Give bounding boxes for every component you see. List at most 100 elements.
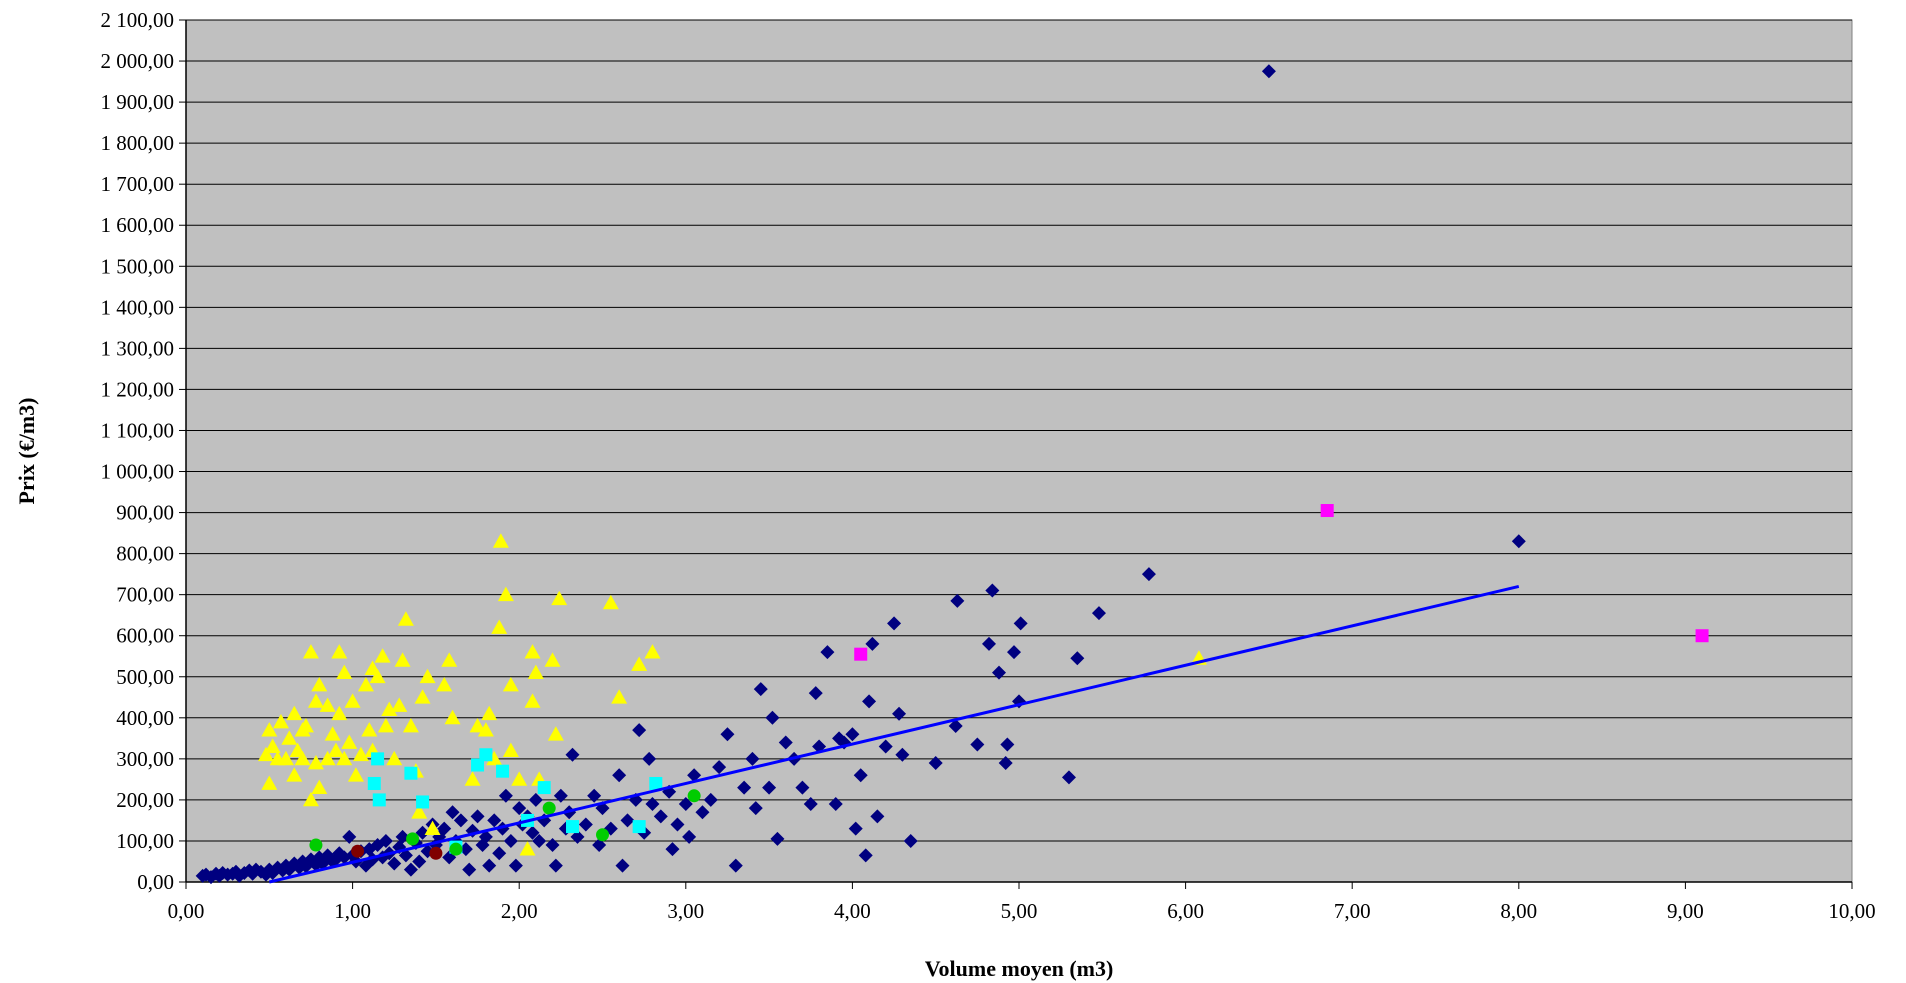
data-point-circle — [542, 801, 556, 815]
data-point-triangle — [352, 746, 369, 762]
data-point-square — [404, 766, 418, 780]
y-axis-title: Prix (€/m3) — [14, 398, 39, 505]
data-point-triangle — [411, 804, 428, 819]
data-point-diamond — [498, 788, 513, 803]
data-point-triangle — [374, 648, 391, 663]
x-tick-label: 4,00 — [834, 899, 871, 923]
data-point-triangle — [477, 722, 494, 737]
data-point-triangle — [492, 533, 509, 548]
x-tick-label: 1,00 — [334, 899, 371, 923]
data-point-diamond — [412, 854, 427, 869]
data-point-square — [566, 820, 580, 834]
data-point-diamond — [862, 694, 877, 709]
data-point-triangle — [524, 693, 541, 708]
data-point-diamond — [1261, 64, 1276, 79]
data-point-triangle — [402, 718, 419, 733]
data-point-diamond — [803, 797, 818, 812]
data-point-triangle — [331, 644, 348, 659]
data-point-diamond — [985, 583, 1000, 598]
data-point-triangle — [631, 656, 648, 671]
data-point-triangle — [294, 750, 311, 766]
data-point-triangle — [369, 668, 386, 684]
data-point-diamond — [512, 801, 527, 816]
data-point-triangle — [386, 750, 403, 766]
data-point-triangle — [527, 664, 544, 680]
data-point-triangle — [491, 619, 508, 634]
data-point-square — [537, 781, 551, 795]
data-point-diamond — [525, 825, 540, 840]
data-point-diamond — [998, 755, 1013, 770]
data-point-diamond — [728, 858, 743, 873]
y-tick-label: 1 800,00 — [101, 131, 175, 155]
data-point-diamond — [378, 833, 393, 848]
y-tick-label: 400,00 — [116, 706, 174, 730]
data-point-diamond — [778, 735, 793, 750]
data-point-diamond — [845, 727, 860, 742]
data-point-diamond — [642, 751, 657, 766]
x-axis-title: Volume moyen (m3) — [925, 956, 1114, 981]
x-tick-label: 10,00 — [1828, 899, 1875, 923]
y-tick-label: 1 000,00 — [101, 460, 175, 484]
x-tick-label: 8,00 — [1500, 899, 1537, 923]
y-tick-label: 600,00 — [116, 624, 174, 648]
data-point-triangle — [469, 718, 486, 733]
data-point-diamond — [532, 833, 547, 848]
data-point-diamond — [1141, 567, 1156, 582]
data-point-square — [1320, 504, 1334, 518]
y-tick-label: 2 100,00 — [101, 8, 175, 32]
data-point-triangle — [261, 722, 278, 737]
data-point-triangle — [319, 750, 336, 766]
data-point-diamond — [745, 751, 760, 766]
data-point-circle — [449, 842, 463, 856]
data-point-diamond — [808, 686, 823, 701]
x-tick-label: 7,00 — [1334, 899, 1371, 923]
data-point-diamond — [395, 829, 410, 844]
data-point-diamond — [712, 760, 727, 775]
data-point-diamond — [645, 797, 660, 812]
data-point-diamond — [753, 682, 768, 697]
data-point-square — [479, 748, 493, 762]
data-point-triangle — [286, 767, 303, 782]
data-point-triangle — [272, 713, 289, 729]
y-tick-label: 700,00 — [116, 583, 174, 607]
data-point-diamond — [858, 848, 873, 863]
data-point-square — [471, 758, 485, 772]
data-point-diamond — [545, 838, 560, 853]
data-point-triangle — [424, 820, 441, 836]
data-point-triangle — [307, 693, 324, 708]
y-tick-label: 1 900,00 — [101, 90, 175, 114]
data-point-diamond — [487, 813, 502, 828]
data-point-triangle — [414, 689, 431, 704]
data-point-diamond — [503, 833, 518, 848]
y-tick-label: 100,00 — [116, 829, 174, 853]
data-point-diamond — [462, 862, 477, 877]
data-point-triangle — [344, 693, 361, 708]
data-point-diamond — [342, 829, 357, 844]
data-point-triangle — [357, 676, 374, 692]
data-point-triangle — [441, 652, 458, 667]
data-point-triangle — [391, 697, 408, 712]
data-point-diamond — [848, 821, 863, 836]
data-point-triangle — [302, 791, 319, 807]
data-point-diamond — [1061, 770, 1076, 785]
data-point-diamond — [592, 838, 607, 853]
data-point-triangle — [341, 734, 358, 749]
data-point-triangle — [551, 590, 568, 606]
data-point-diamond — [615, 858, 630, 873]
y-tick-label: 1 400,00 — [101, 295, 175, 319]
data-point-diamond — [903, 833, 918, 848]
data-point-triangle — [419, 668, 436, 684]
data-point-diamond — [748, 801, 763, 816]
data-point-diamond — [1091, 606, 1106, 621]
x-axis-ticks: 0,00 1,00 2,00 3,00 4,00 5,00 6,00 7,00 8,00 9,00… — [168, 882, 1876, 923]
data-point-diamond — [1070, 651, 1085, 666]
data-point-circle — [351, 844, 365, 858]
data-point-diamond — [687, 768, 702, 783]
y-tick-label: 1 100,00 — [101, 418, 175, 442]
data-point-diamond — [403, 862, 418, 877]
data-point-diamond — [492, 846, 507, 861]
data-point-triangle — [277, 750, 294, 766]
data-point-diamond — [437, 821, 452, 836]
y-tick-label: 1 300,00 — [101, 336, 175, 360]
